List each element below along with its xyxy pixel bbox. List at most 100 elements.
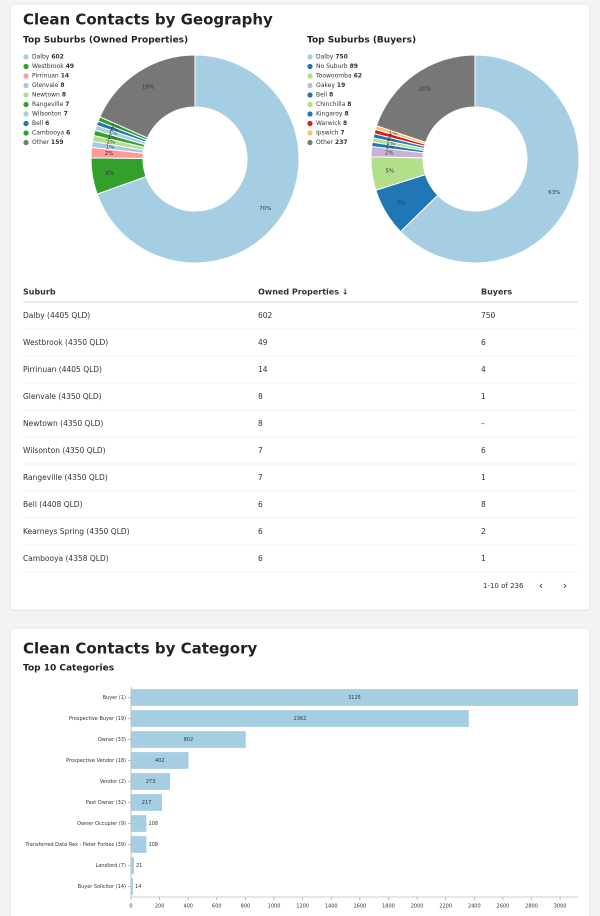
slice-label: 18%: [142, 84, 154, 90]
legend-label: Kingaroy: [316, 111, 343, 118]
table-cell: Dalby (4405 QLD): [23, 311, 90, 320]
legend-swatch: [23, 120, 29, 127]
table-cell: 1: [481, 392, 486, 401]
table-cell: 4: [481, 365, 486, 374]
slice-label: 6%: [106, 171, 115, 177]
legend-value: 8: [62, 92, 66, 99]
x-tick-label: 0: [129, 904, 132, 910]
x-tick-label: 800: [241, 904, 251, 910]
legend-swatch: [307, 139, 313, 146]
legend-value: 8: [329, 92, 333, 99]
slice-label: 70%: [259, 206, 271, 212]
slice-label: 1%: [109, 131, 118, 137]
table-cell: 8: [258, 419, 263, 428]
slice-label: 1%: [385, 144, 394, 150]
legend-value: 7: [64, 111, 68, 118]
table-cell: 8: [481, 500, 486, 509]
y-tick-label: Prospective Buyer (19): [69, 716, 126, 722]
bar: [131, 857, 135, 874]
legend-label: Newtown: [32, 92, 60, 99]
legend-swatch: [23, 82, 29, 89]
bar: [131, 836, 147, 853]
table-cell: 6: [258, 500, 263, 509]
bar: [131, 710, 469, 727]
legend-swatch: [307, 82, 313, 89]
legend-label: Wilsonton: [32, 111, 62, 118]
column-header: Buyers: [481, 288, 512, 297]
value-label: 402: [155, 758, 165, 764]
x-tick-label: 2000: [411, 904, 424, 910]
x-tick-label: 1400: [325, 904, 338, 910]
table-cell: 6: [481, 446, 486, 455]
pie-slice: [375, 54, 476, 143]
bar: [131, 731, 246, 748]
legend-swatch: [23, 139, 29, 146]
value-label: 14: [135, 884, 141, 890]
bar: [131, 752, 189, 769]
x-tick-label: 1600: [353, 904, 366, 910]
legend-swatch: [23, 101, 29, 108]
value-label: 108: [148, 842, 158, 848]
x-tick-label: 200: [155, 904, 165, 910]
legend-value: 8: [60, 82, 64, 89]
value-label: 273: [146, 779, 156, 785]
y-tick-label: Transferred Data Rex - Peter Forbes (39): [24, 842, 126, 848]
value-label: 217: [142, 800, 152, 806]
legend-label: Cambooya: [32, 130, 64, 137]
slice-label: 2%: [105, 151, 114, 157]
slice-label: 7%: [397, 201, 406, 207]
card-title: Clean Contacts by Category: [23, 640, 257, 658]
value-label: 2362: [294, 716, 307, 722]
x-tick-label: 2400: [468, 904, 481, 910]
bar: [131, 773, 171, 790]
table-cell: Rangeville (4350 QLD): [23, 473, 108, 482]
slice-label: 20%: [419, 87, 431, 93]
y-tick-label: Vendor (2): [100, 779, 126, 785]
table-cell: Westbrook (4350 QLD): [23, 338, 108, 347]
legend-swatch: [23, 73, 29, 79]
table-cell: 7: [258, 473, 263, 482]
slice-label: 2%: [385, 150, 394, 156]
legend-swatch: [307, 92, 313, 98]
value-label: 802: [184, 737, 194, 743]
slice-label: 1%: [111, 123, 120, 129]
next-page[interactable]: ›: [563, 579, 567, 592]
table-cell: 602: [258, 311, 273, 320]
chart-title: Top Suburbs (Owned Properties): [23, 36, 188, 46]
legend-label: Chinchilla: [316, 101, 346, 108]
x-tick-label: 600: [212, 904, 222, 910]
legend-value: 602: [51, 54, 64, 61]
legend-label: Other: [32, 139, 50, 146]
x-tick-label: 400: [183, 904, 193, 910]
table-cell: Pirrinuan (4405 QLD): [23, 365, 102, 374]
legend-label: Ipswich: [316, 130, 339, 137]
column-header: Suburb: [23, 288, 56, 297]
value-label: 108: [148, 821, 158, 827]
card-title: Clean Contacts by Geography: [23, 11, 273, 29]
chart-title: Top 10 Categories: [23, 664, 114, 674]
table-cell: 6: [481, 338, 486, 347]
legend-label: Bell: [316, 92, 327, 99]
y-tick-label: Owner Occupier (9): [77, 821, 126, 827]
y-tick-label: Buyer Solicitor (14): [78, 884, 126, 890]
legend-swatch: [23, 63, 29, 70]
x-tick-label: 1000: [268, 904, 281, 910]
table-cell: 8: [258, 392, 263, 401]
legend-label: Dalby: [316, 54, 334, 61]
table-cell: 49: [258, 338, 268, 347]
legend-swatch: [307, 73, 313, 79]
pagination-label: 1-10 of 236: [483, 582, 524, 590]
slice-label: 1%: [110, 127, 119, 133]
table-cell: 7: [258, 446, 263, 455]
slice-label: 5%: [385, 169, 394, 175]
table-cell: –: [481, 419, 485, 428]
legend-label: Other: [316, 139, 334, 146]
bar: [131, 794, 163, 811]
table-cell: Cambooya (4358 QLD): [23, 554, 109, 563]
legend-label: Westbrook: [32, 63, 64, 70]
prev-page[interactable]: ‹: [539, 579, 543, 592]
pie-slice: [399, 54, 580, 264]
legend-label: Dalby: [32, 54, 50, 61]
slice-label: 63%: [548, 190, 560, 196]
legend-label: Bell: [32, 120, 43, 127]
